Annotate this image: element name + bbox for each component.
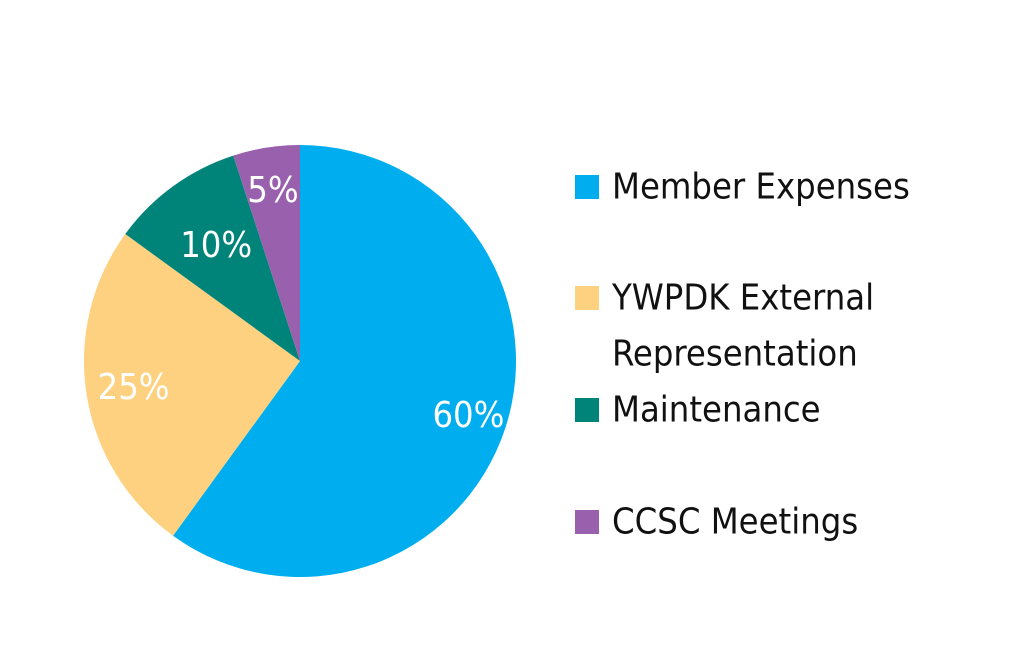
slice-value-label: 10% (180, 225, 252, 266)
pie-slice-ccsc-meetings (233, 145, 300, 361)
pie-slice-labels: 60% 25% 10% 5% (98, 170, 505, 436)
slice-value-label: 25% (98, 367, 170, 408)
pie-slice-member-expenses (173, 145, 517, 577)
pie-slice-ywpdk-external-representation (83, 234, 300, 536)
legend-swatch (575, 286, 599, 310)
pie-slice-maintenance (125, 155, 301, 361)
legend-item: YWPDK External Representation (575, 278, 874, 375)
legend-swatch (575, 398, 599, 422)
slice-value-label: 5% (247, 170, 298, 211)
legend-item: Maintenance (575, 390, 821, 431)
legend-label: CCSC Meetings (612, 502, 858, 543)
legend-swatch (575, 510, 599, 534)
legend-item: CCSC Meetings (575, 502, 858, 543)
legend-label: YWPDK External (611, 278, 874, 319)
legend-swatch (575, 175, 599, 199)
pie-slices (83, 145, 517, 577)
legend-label: Member Expenses (612, 167, 910, 208)
legend-label: Representation (612, 334, 858, 375)
legend-label: Maintenance (612, 390, 821, 431)
legend: Member Expenses YWPDK External Representat… (575, 167, 910, 543)
slice-value-label: 60% (432, 395, 504, 436)
legend-item: Member Expenses (575, 167, 910, 208)
